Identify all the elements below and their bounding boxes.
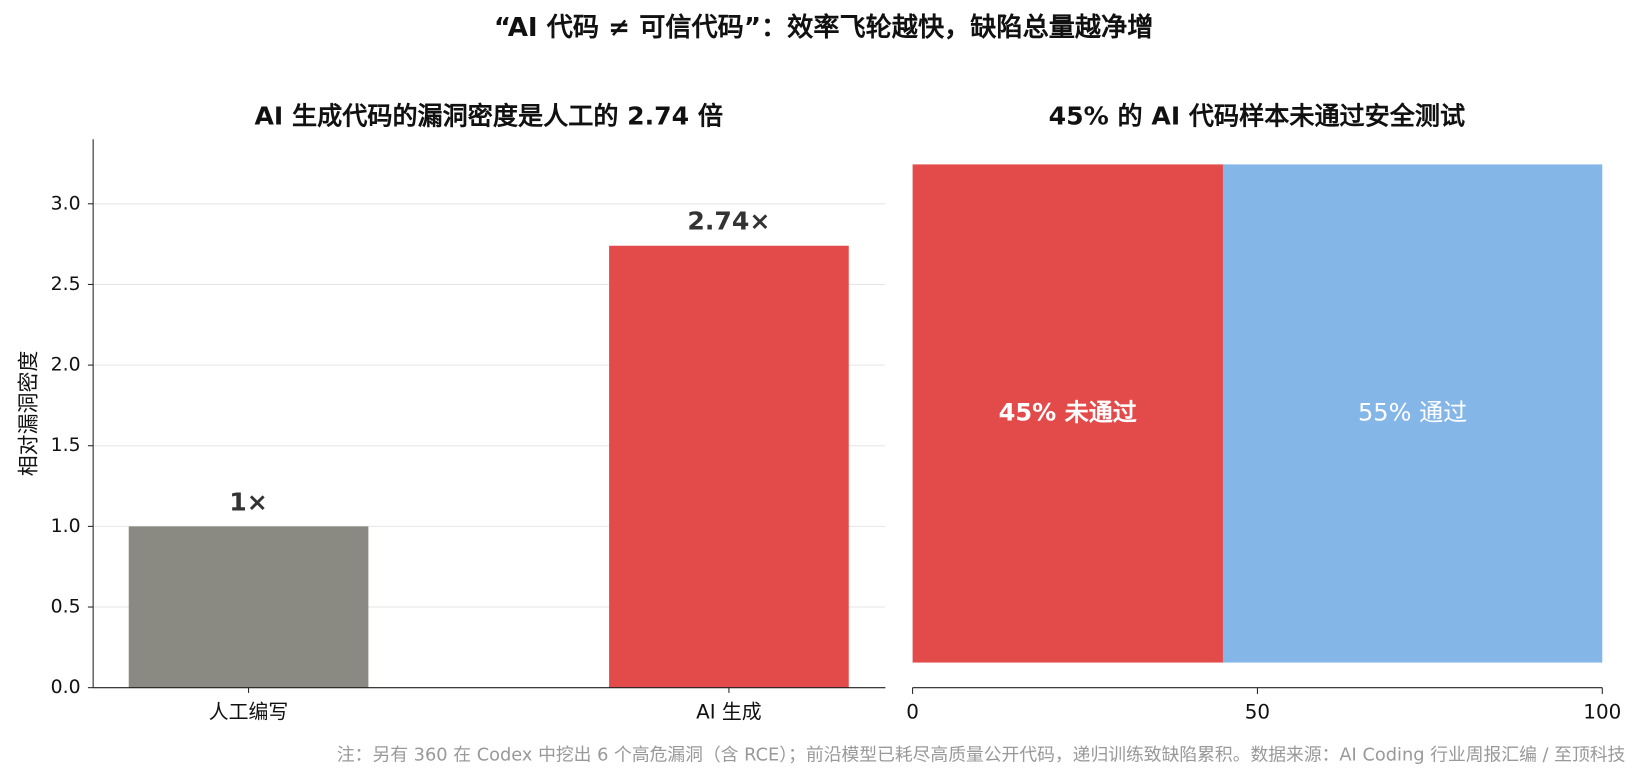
segment-label: 45% 未通过 xyxy=(999,398,1137,426)
y-tick-label: 3.0 xyxy=(51,193,81,214)
bar xyxy=(609,245,849,688)
x-tick-label: 100 xyxy=(1583,700,1621,723)
x-tick-label: AI 生成 xyxy=(696,700,762,723)
y-tick-label: 1.0 xyxy=(51,516,81,537)
y-axis-label: 相对漏洞密度 xyxy=(16,351,40,477)
data-label: 2.74× xyxy=(687,207,770,236)
x-tick-label: 0 xyxy=(906,700,919,723)
suptitle: “AI 代码 ≠ 可信代码”：效率飞轮越快，缺陷总量越净增 xyxy=(494,12,1154,43)
y-tick-label: 1.5 xyxy=(51,435,81,456)
bar xyxy=(128,526,369,688)
y-tick-label: 2.0 xyxy=(51,355,81,376)
x-tick-label: 人工编写 xyxy=(209,700,289,723)
bar-segment xyxy=(1222,164,1603,663)
y-tick-label: 2.5 xyxy=(51,274,81,295)
y-tick-label: 0.5 xyxy=(51,597,81,618)
segment-label: 55% 通过 xyxy=(1358,398,1467,426)
footnote: 注：另有 360 在 Codex 中挖出 6 个高危漏洞（含 RCE）；前沿模型… xyxy=(337,745,1626,766)
x-tick-label: 50 xyxy=(1245,700,1270,723)
chart-title: 45% 的 AI 代码样本未通过安全测试 xyxy=(1049,101,1465,130)
bar-segment xyxy=(912,164,1223,663)
y-tick-label: 0.0 xyxy=(51,677,81,698)
chart-title: AI 生成代码的漏洞密度是人工的 2.74 倍 xyxy=(254,101,722,130)
data-label: 1× xyxy=(229,487,268,516)
